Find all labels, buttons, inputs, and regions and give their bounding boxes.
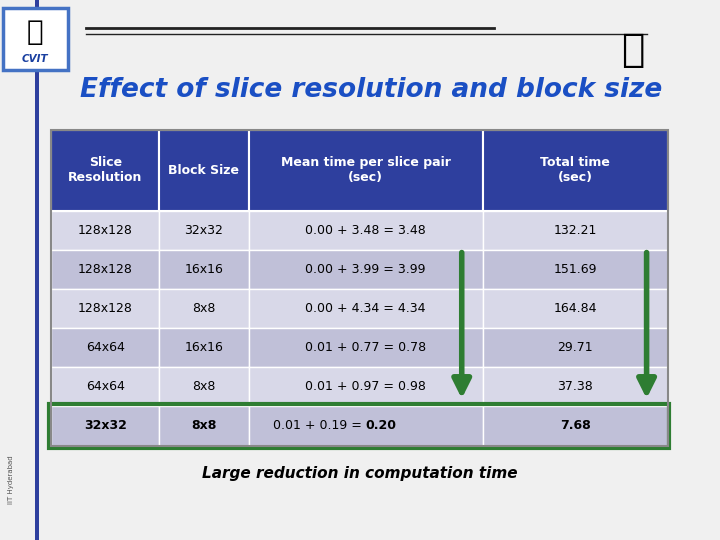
Bar <box>248 211 482 249</box>
Text: 64x64: 64x64 <box>86 341 125 354</box>
Text: Total time
(sec): Total time (sec) <box>540 156 610 184</box>
Bar <box>482 211 667 249</box>
Bar <box>51 211 159 249</box>
Bar <box>159 367 248 407</box>
Bar <box>482 289 667 328</box>
Text: 37.38: 37.38 <box>557 380 593 393</box>
Bar <box>482 328 667 367</box>
Bar <box>482 367 667 407</box>
Bar <box>51 367 159 407</box>
Bar <box>159 328 248 367</box>
Text: Block Size: Block Size <box>168 164 239 177</box>
Text: 0.00 + 4.34 = 4.34: 0.00 + 4.34 = 4.34 <box>305 302 426 315</box>
Text: 0.00 + 3.99 = 3.99: 0.00 + 3.99 = 3.99 <box>305 263 426 276</box>
Bar <box>159 249 248 289</box>
Bar <box>248 407 482 446</box>
Bar <box>482 249 667 289</box>
Text: 164.84: 164.84 <box>554 302 597 315</box>
Text: Slice
Resolution: Slice Resolution <box>68 156 143 184</box>
Bar <box>159 289 248 328</box>
Text: 0.00 + 3.48 = 3.48: 0.00 + 3.48 = 3.48 <box>305 224 426 237</box>
Text: 8x8: 8x8 <box>192 302 215 315</box>
Bar <box>248 289 482 328</box>
Text: 0.01 + 0.77 = 0.78: 0.01 + 0.77 = 0.78 <box>305 341 426 354</box>
Bar <box>35 0 39 540</box>
Bar <box>248 249 482 289</box>
Text: 👁: 👁 <box>27 18 43 45</box>
Text: 64x64: 64x64 <box>86 380 125 393</box>
Text: 8x8: 8x8 <box>191 420 217 433</box>
Bar <box>51 130 159 211</box>
Text: CVIT: CVIT <box>22 54 48 64</box>
Bar <box>248 328 482 367</box>
Bar <box>159 211 248 249</box>
Bar <box>51 289 159 328</box>
Text: 0.01 + 0.97 = 0.98: 0.01 + 0.97 = 0.98 <box>305 380 426 393</box>
Bar <box>482 130 667 211</box>
Text: 132.21: 132.21 <box>554 224 597 237</box>
Bar <box>248 130 482 211</box>
Text: 151.69: 151.69 <box>554 263 597 276</box>
Text: 32x32: 32x32 <box>84 420 127 433</box>
Text: 128x128: 128x128 <box>78 263 132 276</box>
Bar <box>51 407 159 446</box>
Text: 16x16: 16x16 <box>184 263 223 276</box>
Bar <box>3 8 68 70</box>
Text: 128x128: 128x128 <box>78 302 132 315</box>
Bar <box>51 328 159 367</box>
Bar <box>159 407 248 446</box>
Text: 16x16: 16x16 <box>184 341 223 354</box>
Bar <box>50 404 670 448</box>
Text: 0.01 + 0.19 =: 0.01 + 0.19 = <box>273 420 366 433</box>
Text: 8x8: 8x8 <box>192 380 215 393</box>
Bar <box>159 130 248 211</box>
Text: 128x128: 128x128 <box>78 224 132 237</box>
Text: 7.68: 7.68 <box>559 420 590 433</box>
Bar <box>482 407 667 446</box>
Bar <box>248 367 482 407</box>
Text: 32x32: 32x32 <box>184 224 223 237</box>
Text: Mean time per slice pair
(sec): Mean time per slice pair (sec) <box>281 156 451 184</box>
Text: 29.71: 29.71 <box>557 341 593 354</box>
Bar <box>51 130 667 446</box>
Text: 🌳: 🌳 <box>621 31 644 69</box>
Bar <box>51 249 159 289</box>
Text: Effect of slice resolution and block size: Effect of slice resolution and block siz… <box>80 77 662 103</box>
Text: Large reduction in computation time: Large reduction in computation time <box>202 466 517 481</box>
Text: IIT Hyderabad: IIT Hyderabad <box>9 456 14 504</box>
Text: 0.20: 0.20 <box>366 420 397 433</box>
